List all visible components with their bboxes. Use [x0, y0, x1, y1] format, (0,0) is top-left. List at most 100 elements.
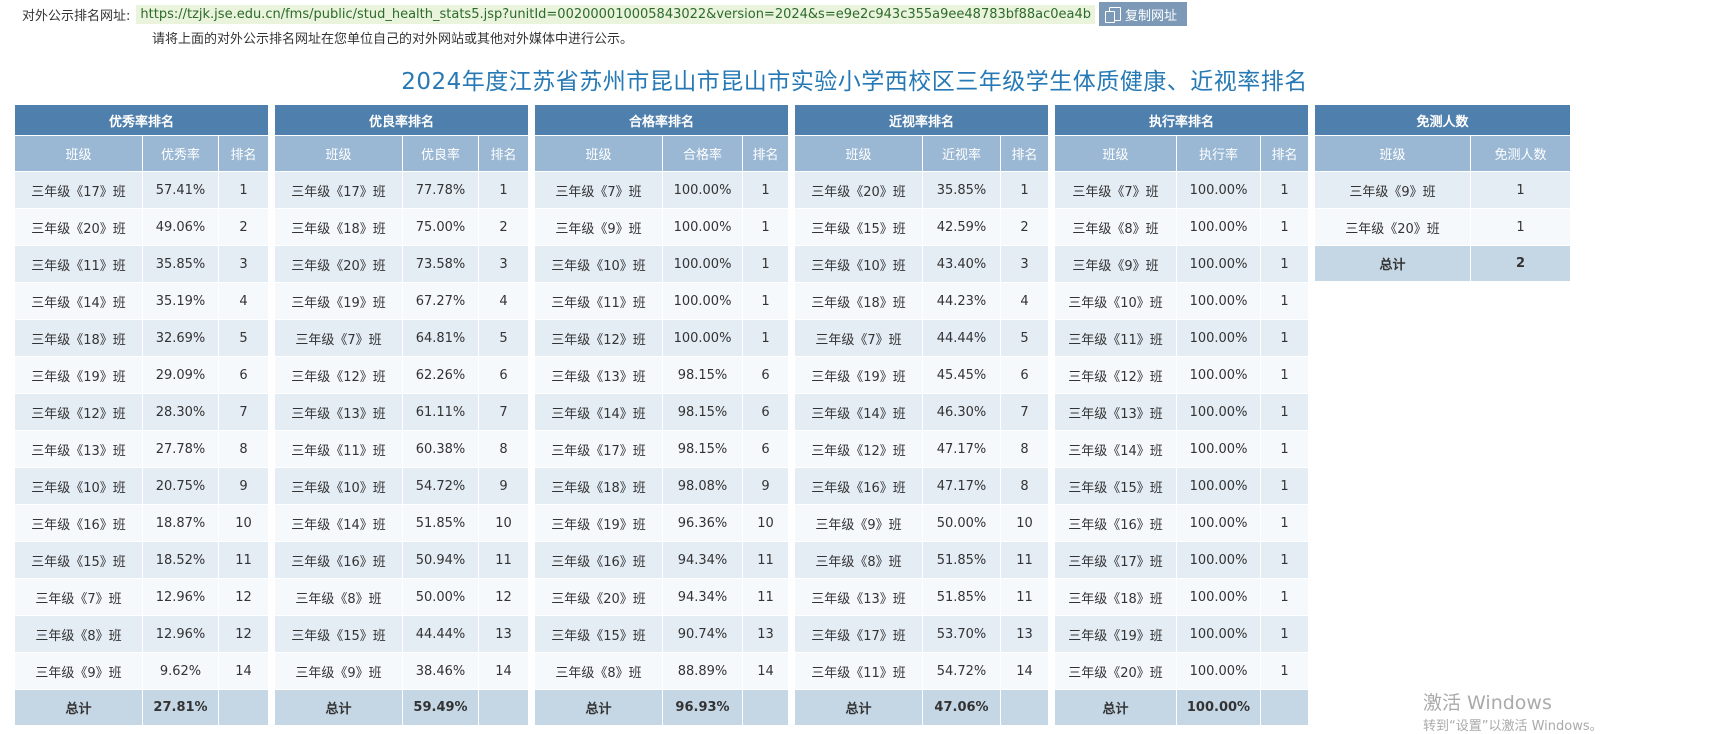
table-cell: 1 — [1469, 171, 1572, 209]
table-cell: 三年级《20》班 — [274, 245, 403, 283]
table-cell: 三年级《19》班 — [794, 356, 923, 394]
table-cell: 三年级《8》班 — [274, 578, 403, 616]
public-url-text[interactable]: https://tzjk.jse.edu.cn/fms/public/stud_… — [136, 4, 1095, 24]
table-cell: 14 — [217, 652, 270, 690]
table-cell: 90.74% — [662, 615, 743, 653]
column-header: 排名 — [477, 135, 530, 172]
table-row: 三年级《7》班 100.00% 1 — [534, 171, 790, 209]
good-rate-table-title: 优良率排名 — [273, 104, 530, 136]
table-cell: 4 — [999, 282, 1050, 320]
table-cell: 35.85% — [142, 245, 219, 283]
table-cell: 13 — [477, 615, 530, 653]
execution-rate-table: 执行率排名 班级 执行率 排名 三年级《7》班 100.00% 1 三年级《8》班 100.00… — [1053, 104, 1310, 726]
table-cell: 29.09% — [142, 356, 219, 394]
table-cell: 1 — [741, 245, 790, 283]
table-row: 三年级《20》班 49.06% 2 — [14, 208, 270, 246]
table-cell: 三年级《19》班 — [14, 356, 143, 394]
table-cell: 100.00% — [1176, 282, 1261, 320]
table-row: 三年级《20》班 35.85% 1 — [794, 171, 1050, 209]
column-header: 近视率 — [922, 135, 1001, 172]
table-row: 三年级《12》班 62.26% 6 — [274, 356, 530, 394]
table-row: 三年级《20》班 100.00% 1 — [1054, 652, 1310, 690]
table-cell: 三年级《16》班 — [14, 504, 143, 542]
table-cell: 14 — [999, 652, 1050, 690]
column-header: 优良率 — [402, 135, 479, 172]
table-cell: 13 — [999, 615, 1050, 653]
table-cell: 三年级《7》班 — [1054, 171, 1177, 209]
table-cell: 100.00% — [1176, 652, 1261, 690]
table-cell: 8 — [999, 430, 1050, 468]
table-cell: 三年级《11》班 — [794, 652, 923, 690]
table-cell: 三年级《17》班 — [14, 171, 143, 209]
table-cell: 62.26% — [402, 356, 479, 394]
table-cell: 5 — [217, 319, 270, 357]
table-row: 三年级《15》班 44.44% 13 — [274, 615, 530, 653]
table-cell: 12 — [217, 578, 270, 616]
excellent-rate-table-title: 优秀率排名 — [13, 104, 270, 136]
table-cell: 13 — [741, 615, 790, 653]
table-cell: 三年级《10》班 — [534, 245, 663, 283]
table-cell: 1 — [741, 282, 790, 320]
table-row: 三年级《11》班 54.72% 14 — [794, 652, 1050, 690]
table-cell: 50.00% — [922, 504, 1001, 542]
table-row: 三年级《9》班 100.00% 1 — [1054, 245, 1310, 283]
total-row: 总计 96.93% — [534, 689, 790, 726]
table-cell: 60.38% — [402, 430, 479, 468]
table-cell: 三年级《16》班 — [274, 541, 403, 579]
table-cell: 11 — [217, 541, 270, 579]
table-row: 三年级《16》班 100.00% 1 — [1054, 504, 1310, 542]
table-row: 三年级《8》班 50.00% 12 — [274, 578, 530, 616]
table-cell: 三年级《9》班 — [1314, 171, 1471, 209]
table-row: 三年级《11》班 100.00% 1 — [1054, 319, 1310, 357]
table-row: 三年级《12》班 100.00% 1 — [1054, 356, 1310, 394]
table-cell: 54.72% — [922, 652, 1001, 690]
table-cell: 三年级《13》班 — [1054, 393, 1177, 431]
table-cell: 98.15% — [662, 356, 743, 394]
table-cell: 三年级《12》班 — [274, 356, 403, 394]
table-row: 三年级《18》班 44.23% 4 — [794, 282, 1050, 320]
table-cell: 88.89% — [662, 652, 743, 690]
table-cell: 100.00% — [1176, 541, 1261, 579]
table-row: 三年级《10》班 100.00% 1 — [1054, 282, 1310, 320]
table-cell: 7 — [999, 393, 1050, 431]
total-cell: 总计 — [274, 689, 403, 726]
column-header: 班级 — [1314, 135, 1471, 172]
table-cell: 三年级《19》班 — [534, 504, 663, 542]
table-cell: 11 — [741, 578, 790, 616]
table-cell: 三年级《15》班 — [274, 615, 403, 653]
table-cell: 三年级《14》班 — [274, 504, 403, 542]
table-cell: 7 — [477, 393, 530, 431]
table-row: 三年级《20》班 1 — [1314, 208, 1572, 246]
table-cell: 三年级《10》班 — [1054, 282, 1177, 320]
table-row: 三年级《11》班 60.38% 8 — [274, 430, 530, 468]
copy-url-button[interactable]: 复制网址 — [1099, 2, 1188, 26]
table-cell: 8 — [477, 430, 530, 468]
table-cell: 100.00% — [1176, 615, 1261, 653]
table-cell: 9 — [217, 467, 270, 505]
table-cell: 11 — [999, 541, 1050, 579]
table-cell: 10 — [217, 504, 270, 542]
total-cell: 总计 — [1314, 245, 1471, 282]
table-cell: 4 — [217, 282, 270, 320]
total-cell — [741, 689, 790, 726]
table-cell: 三年级《16》班 — [534, 541, 663, 579]
table-cell: 1 — [1259, 467, 1310, 505]
table-cell: 三年级《9》班 — [1054, 245, 1177, 283]
table-cell: 73.58% — [402, 245, 479, 283]
table-cell: 44.44% — [922, 319, 1001, 357]
table-cell: 53.70% — [922, 615, 1001, 653]
total-row: 总计 47.06% — [794, 689, 1050, 726]
table-row: 三年级《18》班 100.00% 1 — [1054, 578, 1310, 616]
table-cell: 100.00% — [1176, 171, 1261, 209]
table-cell: 三年级《8》班 — [14, 615, 143, 653]
table-cell: 三年级《14》班 — [14, 282, 143, 320]
table-cell: 三年级《17》班 — [534, 430, 663, 468]
table-cell: 9 — [477, 467, 530, 505]
table-cell: 三年级《11》班 — [534, 282, 663, 320]
column-header: 班级 — [794, 135, 923, 172]
table-row: 三年级《14》班 98.15% 6 — [534, 393, 790, 431]
table-row: 三年级《19》班 67.27% 4 — [274, 282, 530, 320]
table-row: 三年级《15》班 42.59% 2 — [794, 208, 1050, 246]
table-row: 三年级《15》班 18.52% 11 — [14, 541, 270, 579]
table-cell: 三年级《9》班 — [14, 652, 143, 690]
